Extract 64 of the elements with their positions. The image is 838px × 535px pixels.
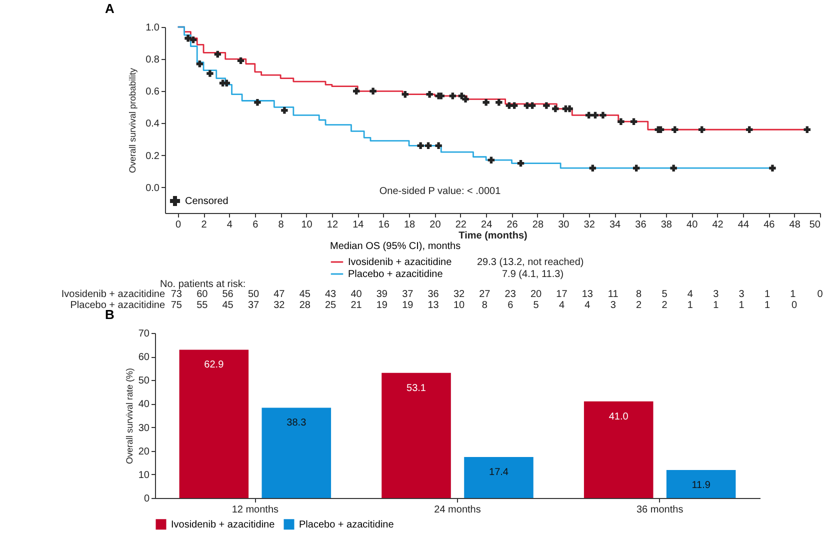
x-tick-label: 2 — [201, 220, 208, 230]
y-tick-label: 70 — [138, 328, 150, 340]
x-tick-label: 12 — [326, 220, 338, 230]
x-tick-label: 42 — [712, 220, 724, 230]
y-tick-label: 50 — [138, 376, 150, 387]
text: No. patients at risk: — [160, 279, 246, 290]
x-tick-label: 46 — [764, 220, 776, 230]
x-axis-title: Time (months) — [458, 230, 528, 242]
x-tick-label: 40 — [686, 220, 698, 230]
text: 7.9 (4.1, 11.3) — [502, 269, 564, 280]
y-tick-label: 0.4 — [146, 118, 160, 130]
y-tick-label: 60 — [138, 352, 150, 364]
legend-title: Median OS (95% CI), months — [330, 241, 461, 252]
y-tick-label: 0.8 — [146, 54, 160, 66]
legend-label: Ivosidenib + azacitidine — [171, 519, 276, 530]
x-tick-label: 36 — [635, 220, 647, 230]
chart-title: A — [105, 1, 115, 16]
x-tick-label: 24 months — [434, 504, 481, 516]
x-tick-label: 50 — [809, 220, 821, 230]
x-tick-label: 10 — [301, 220, 313, 230]
y-tick-label: 0 — [144, 494, 150, 504]
x-tick-label: 8 — [278, 220, 284, 230]
y-tick-label: 10 — [138, 470, 150, 481]
x-tick-label: 26 — [506, 220, 518, 230]
x-tick-label: 14 — [352, 220, 364, 230]
data-label: 41.0 — [608, 411, 629, 422]
data-label: 62.9 — [204, 360, 224, 371]
y-axis-title: Overall survival probability — [128, 67, 138, 174]
x-tick-label: 20 — [430, 220, 442, 230]
x-tick-label: 6 — [252, 220, 259, 230]
annotation: One-sided P value: < .0001 — [379, 186, 502, 197]
data-label: 53.1 — [406, 382, 426, 394]
x-tick-label: 18 — [404, 220, 416, 230]
x-tick-label: 4 — [226, 220, 233, 230]
x-tick-label: 12 months — [232, 504, 279, 516]
legend-label: Censored — [185, 196, 228, 207]
x-tick-label: 48 — [789, 220, 801, 230]
y-axis-title: Overall survival rate (%) — [124, 368, 134, 464]
data-label: 38.3 — [286, 418, 307, 429]
y-tick-label: 1.0 — [146, 22, 160, 34]
y-tick-label: 30 — [138, 422, 150, 434]
legend-label: Ivosidenib + azacitidine — [348, 257, 452, 268]
x-tick-label: 22 — [455, 220, 467, 230]
x-tick-label: 28 — [532, 220, 544, 230]
y-tick-label: 0.2 — [146, 150, 160, 162]
y-tick-label: 0.0 — [146, 182, 160, 194]
legend-label: Placebo + azacitidine — [299, 519, 394, 530]
data-label: 17.4 — [489, 466, 509, 478]
x-tick-label: 44 — [738, 220, 750, 230]
x-tick-label: 32 — [584, 220, 596, 230]
legend-label: Placebo + azacitidine — [348, 269, 444, 280]
x-tick-label: 0 — [176, 220, 182, 230]
x-tick-label: 38 — [660, 220, 672, 230]
y-tick-label: 40 — [138, 399, 150, 410]
x-tick-label: 36 months — [636, 504, 684, 516]
x-tick-label: 34 — [609, 220, 622, 230]
x-tick-label: 24 — [481, 220, 493, 230]
x-tick-label: 30 — [558, 220, 570, 230]
y-tick-label: 20 — [138, 446, 150, 458]
text: 29.3 (13.2, not reached) — [477, 257, 584, 268]
data-label: 11.9 — [692, 480, 711, 491]
x-tick-label: 16 — [378, 220, 390, 230]
y-tick-label: 0.6 — [146, 86, 160, 98]
text: Ivosidenib + azacitidine 73 60 56 50 47 45 43 40 39 37 36 32 27 23 20 17 13 11 8 5 4 3 3 1 1 0 — [61, 289, 823, 300]
